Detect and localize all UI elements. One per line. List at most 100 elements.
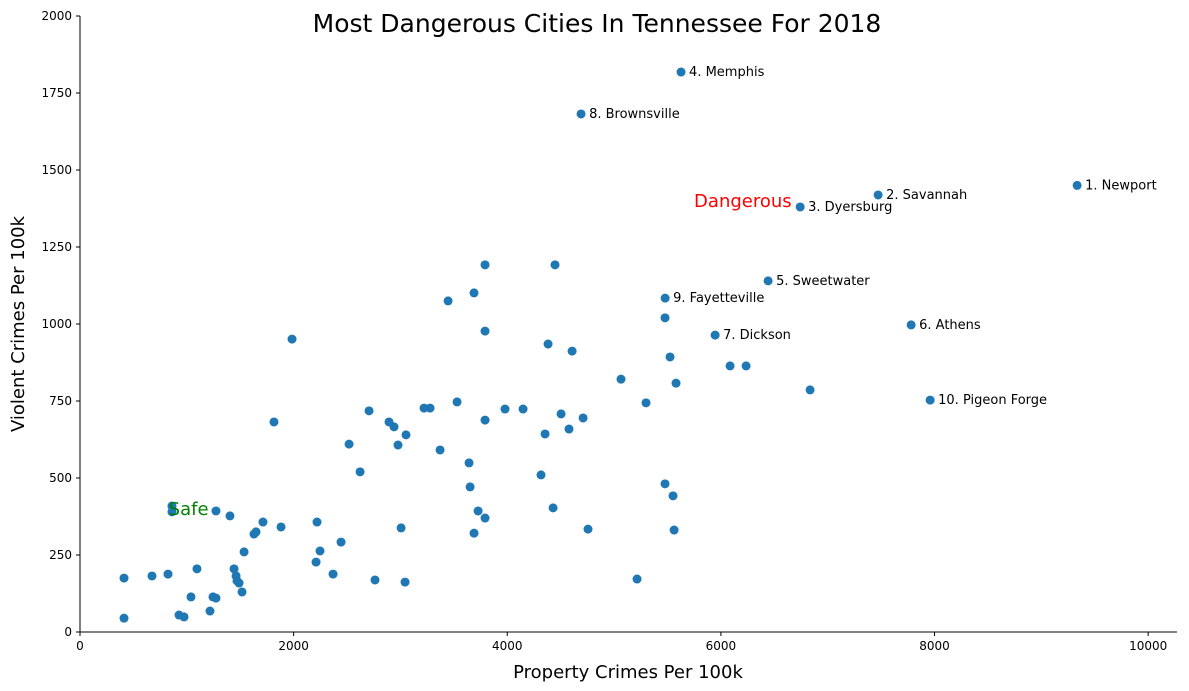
data-point <box>239 547 249 557</box>
data-point <box>396 523 406 533</box>
data-point <box>665 352 675 362</box>
data-point <box>500 404 510 414</box>
data-point <box>364 406 374 416</box>
data-point <box>389 422 399 432</box>
data-point <box>540 429 550 439</box>
data-point <box>251 527 261 537</box>
city-point <box>925 395 935 405</box>
data-point <box>518 404 528 414</box>
data-point <box>567 346 577 356</box>
data-point <box>668 491 678 501</box>
annotation-safe: Safe <box>169 499 209 520</box>
data-point <box>805 385 815 395</box>
city-label: 6. Athens <box>919 318 981 333</box>
y-tick-label: 1500 <box>41 163 72 177</box>
y-tick-label: 250 <box>49 548 72 562</box>
city-point <box>710 330 720 340</box>
data-point <box>583 524 593 534</box>
data-point <box>179 612 189 622</box>
data-point <box>269 417 279 427</box>
data-point <box>480 513 490 523</box>
data-point <box>192 564 202 574</box>
data-point <box>669 525 679 535</box>
x-tick-label: 6000 <box>706 639 737 653</box>
city-point <box>1072 180 1082 190</box>
data-point <box>328 569 338 579</box>
city-label: 1. Newport <box>1085 178 1157 193</box>
x-axis-label: Property Crimes Per 100k <box>513 662 743 683</box>
data-point <box>564 424 574 434</box>
data-point <box>393 440 403 450</box>
data-point <box>465 482 475 492</box>
data-point <box>469 288 479 298</box>
city-label: 2. Savannah <box>886 188 967 203</box>
data-point <box>556 409 566 419</box>
data-point <box>237 587 247 597</box>
data-point <box>287 334 297 344</box>
data-point <box>641 398 651 408</box>
data-point <box>229 564 239 574</box>
y-axis-label: Violent Crimes Per 100k <box>8 215 29 432</box>
data-point <box>315 546 325 556</box>
data-point <box>234 578 244 588</box>
data-point <box>480 326 490 336</box>
data-point <box>258 517 268 527</box>
data-point <box>660 479 670 489</box>
x-tick-label: 4000 <box>492 639 523 653</box>
city-point <box>795 202 805 212</box>
data-point <box>311 557 321 567</box>
data-point <box>400 577 410 587</box>
data-point <box>616 374 626 384</box>
data-point <box>147 571 157 581</box>
data-point <box>725 361 735 371</box>
city-point <box>906 320 916 330</box>
city-point <box>873 190 883 200</box>
data-point <box>186 592 196 602</box>
city-label: 9. Fayetteville <box>673 291 764 306</box>
city-label: 10. Pigeon Forge <box>938 393 1047 408</box>
data-point <box>435 445 445 455</box>
data-point <box>336 537 346 547</box>
city-point <box>660 293 670 303</box>
data-point <box>543 339 553 349</box>
y-tick-label: 1250 <box>41 240 72 254</box>
city-point <box>576 109 586 119</box>
city-label: 4. Memphis <box>689 65 765 80</box>
data-point <box>480 415 490 425</box>
data-point <box>452 397 462 407</box>
data-point <box>578 413 588 423</box>
city-point <box>676 67 686 77</box>
data-point <box>355 467 365 477</box>
data-point <box>370 575 380 585</box>
x-tick-label: 2000 <box>278 639 309 653</box>
data-point <box>671 378 681 388</box>
data-point <box>119 573 129 583</box>
data-point <box>167 507 177 517</box>
data-point <box>312 517 322 527</box>
data-point <box>401 430 411 440</box>
city-point <box>763 276 773 286</box>
data-point <box>473 506 483 516</box>
y-tick-label: 750 <box>49 394 72 408</box>
y-tick-label: 2000 <box>41 9 72 23</box>
data-point <box>211 593 221 603</box>
data-point <box>211 506 221 516</box>
city-label: 5. Sweetwater <box>776 274 870 289</box>
data-point <box>548 503 558 513</box>
data-point <box>119 613 129 623</box>
city-label: 8. Brownsville <box>589 107 680 122</box>
data-point <box>536 470 546 480</box>
data-point <box>464 458 474 468</box>
data-point <box>205 606 215 616</box>
city-label: 7. Dickson <box>723 328 791 343</box>
y-tick-label: 500 <box>49 471 72 485</box>
data-point <box>480 260 490 270</box>
data-point <box>550 260 560 270</box>
y-tick-label: 0 <box>64 625 72 639</box>
y-tick-label: 1000 <box>41 317 72 331</box>
data-point <box>469 528 479 538</box>
data-point <box>443 296 453 306</box>
chart-title: Most Dangerous Cities In Tennessee For 2… <box>313 9 882 38</box>
data-point <box>660 313 670 323</box>
